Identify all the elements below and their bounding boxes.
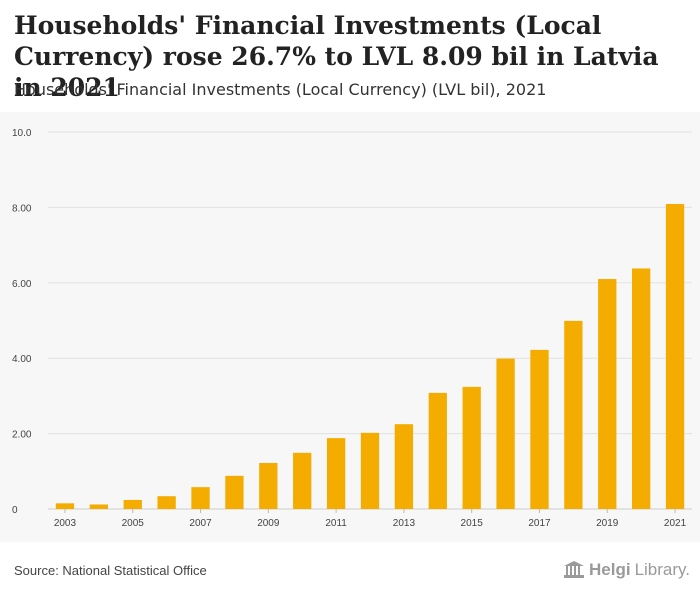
bar-2013 [394,424,414,509]
bar-2016 [496,358,515,509]
x-tick-label: 2017 [528,518,551,529]
bar-2009 [259,463,278,509]
bar-chart: 0 2.00 4.00 6.00 8.00 10.0 2003 2005 2007 2009 201… [12,128,692,529]
bar-2019 [598,279,617,509]
bar-2003 [55,503,75,509]
bar-2005 [123,499,142,509]
bar-2015 [462,386,481,509]
source-note: Source: National Statistical Office [14,563,207,578]
bar-2004 [89,504,108,509]
bar-2008 [225,475,244,509]
logo-text-bold: Helgi [589,560,631,579]
x-tick-label: 2003 [54,518,77,529]
chart-title: Households' Financial Investments (Local… [14,11,659,102]
library-building-icon [564,561,584,578]
y-tick-label: 8.00 [12,203,32,214]
helgi-library-logo: Helgi Library. [563,560,690,580]
y-tick-label: 4.00 [12,354,32,365]
logo-text-light: Library. [634,560,690,579]
x-tick-label: 2021 [664,518,687,529]
chart-subtitle: Households' Financial Investments (Local… [14,80,547,99]
bar-2020 [632,268,651,509]
x-tick-label: 2005 [122,518,145,529]
bar-2011 [326,438,346,509]
x-tick-label: 2011 [325,518,347,529]
y-tick-label: 2.00 [12,430,32,441]
y-tick-label: 0 [12,505,18,516]
x-tick-label: 2013 [393,518,416,529]
x-tick-label: 2007 [189,518,212,529]
x-tick-label: 2015 [461,518,484,529]
bar-2021 [665,204,685,509]
bar-2010 [293,452,312,509]
y-tick-label: 6.00 [12,279,32,290]
bar-2012 [360,432,380,509]
x-tick-label: 2009 [257,518,280,529]
bar-2018 [564,320,583,509]
bar-2007 [191,487,210,509]
chart-area: 0 2.00 4.00 6.00 8.00 10.0 2003 2005 2007 2009 201… [0,112,700,542]
x-tick-label: 2019 [596,518,619,529]
bar-2014 [428,392,447,509]
bar-2006 [157,496,176,509]
y-tick-label: 10.0 [12,128,32,139]
bar-2017 [530,349,549,509]
